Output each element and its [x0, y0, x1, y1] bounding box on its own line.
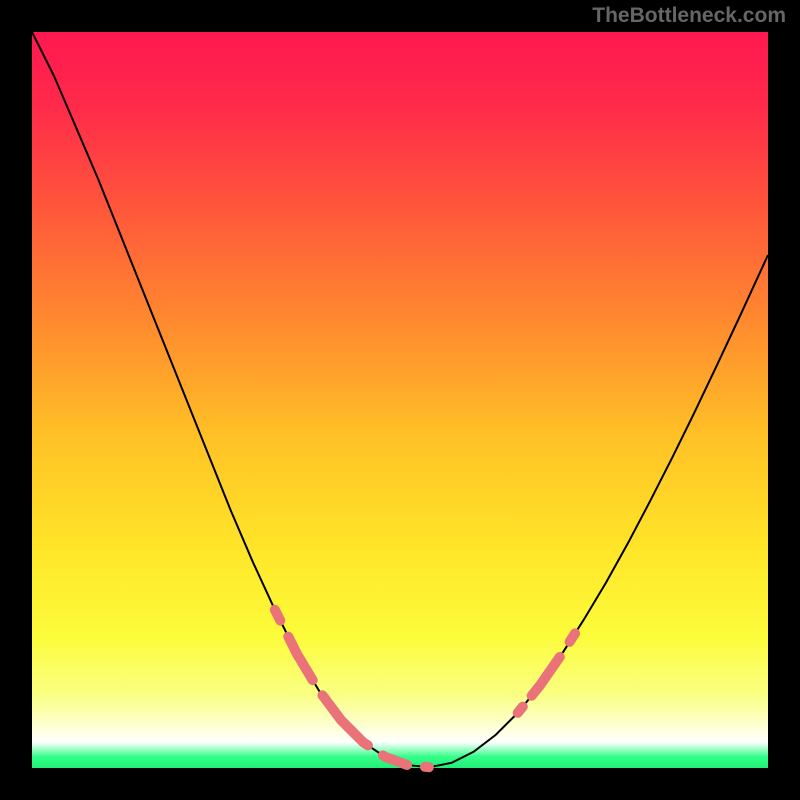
- chart-frame: TheBottleneck.com: [0, 0, 800, 800]
- plot-background: [32, 32, 768, 768]
- watermark-text: TheBottleneck.com: [592, 4, 786, 28]
- chart-canvas: [0, 0, 800, 800]
